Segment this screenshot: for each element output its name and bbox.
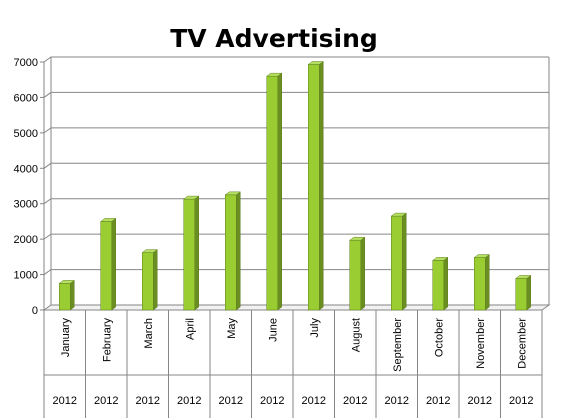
x-tick-label: December [516,318,528,369]
gridline [43,127,549,134]
y-tick-label: 2000 [14,234,38,246]
x-tick-label: October [433,318,445,357]
bar-side [526,274,531,311]
bar-side [402,212,407,311]
x-tick-label: January [60,318,72,358]
gridline [43,198,549,205]
gridlines [43,56,549,275]
axes [40,57,551,418]
x-tick-label: March [143,318,155,349]
bar-front [266,75,278,311]
plot-floor [42,304,551,311]
y-tick-label: 7000 [14,57,38,69]
bar-front [225,194,237,311]
x-group-label: 2012 [385,395,409,407]
bar [432,256,449,311]
x-tick-label: June [267,318,279,342]
bar [390,212,407,311]
gridline [43,56,549,63]
bar-top [100,218,117,222]
y-tick-label: 0 [32,305,38,317]
bar-top [307,61,324,65]
bar-top [58,280,75,284]
y-tick-label: 6000 [14,92,38,104]
x-group-label: 2012 [94,395,118,407]
bar-side [153,249,158,311]
bar-front [142,252,154,311]
bar-front [432,260,444,311]
gridline [43,91,549,98]
x-tick-label: July [309,318,321,338]
y-tick-label: 5000 [14,128,38,140]
y-tick-label: 4000 [14,163,38,175]
bar [58,279,75,311]
bar [473,254,491,311]
x-group-label: 2012 [219,395,243,407]
bar-top [183,195,200,200]
bar [141,249,158,311]
bar-side [485,254,490,311]
x-tick-label: May [226,318,238,339]
gridline [43,233,549,240]
x-group-label: 2012 [509,395,533,407]
x-group-label: 2012 [260,395,284,407]
bar-side [70,279,75,311]
bar-side [111,217,116,311]
bar [349,236,366,311]
x-group-label: 2012 [53,395,77,407]
bar-front [308,64,320,311]
bar-front [474,257,486,311]
bar-top [224,191,241,196]
y-tick-label: 1000 [14,270,38,282]
bar [266,72,283,311]
bar-front [391,215,403,311]
x-tick-label: September [392,318,404,372]
x-tick-label: April [184,318,196,340]
bar-top [349,236,366,241]
bar-front [100,221,112,311]
bar-side [277,72,282,311]
bar-top [515,275,532,279]
bar-side [194,195,199,311]
bar [100,217,117,311]
bar-top [266,72,283,77]
bar [515,274,532,311]
bar-top [390,212,407,217]
x-tick-label: August [350,318,362,352]
bar-top [141,249,158,253]
bar [307,60,324,311]
bar-front [515,278,527,311]
x-tick-label: November [475,318,487,369]
x-group-label: 2012 [136,395,160,407]
bar-front [349,239,361,311]
bar-side [443,256,448,311]
axis-labels: 0 1000 2000 3000 4000 5000 6000 7000 January 2012… [14,57,534,407]
x-tick-label: February [101,318,113,363]
x-group-label: 2012 [468,395,492,407]
y-tick-label: 3000 [14,199,38,211]
x-group-label: 2012 [302,395,326,407]
bar-front [59,283,71,311]
gridline [43,162,549,169]
bar-top [473,254,491,258]
bar-front [183,198,195,311]
bars [58,60,532,311]
x-group-label: 2012 [426,395,450,407]
gridline [43,269,549,275]
bar-side [236,191,241,311]
chart-title: TV Advertising [170,24,378,53]
x-group-label: 2012 [177,395,201,407]
bar-top [432,257,449,261]
bar [183,195,200,311]
bar-side [319,60,324,311]
bar [224,191,241,311]
x-group-label: 2012 [343,395,367,407]
bar-side [360,236,365,311]
